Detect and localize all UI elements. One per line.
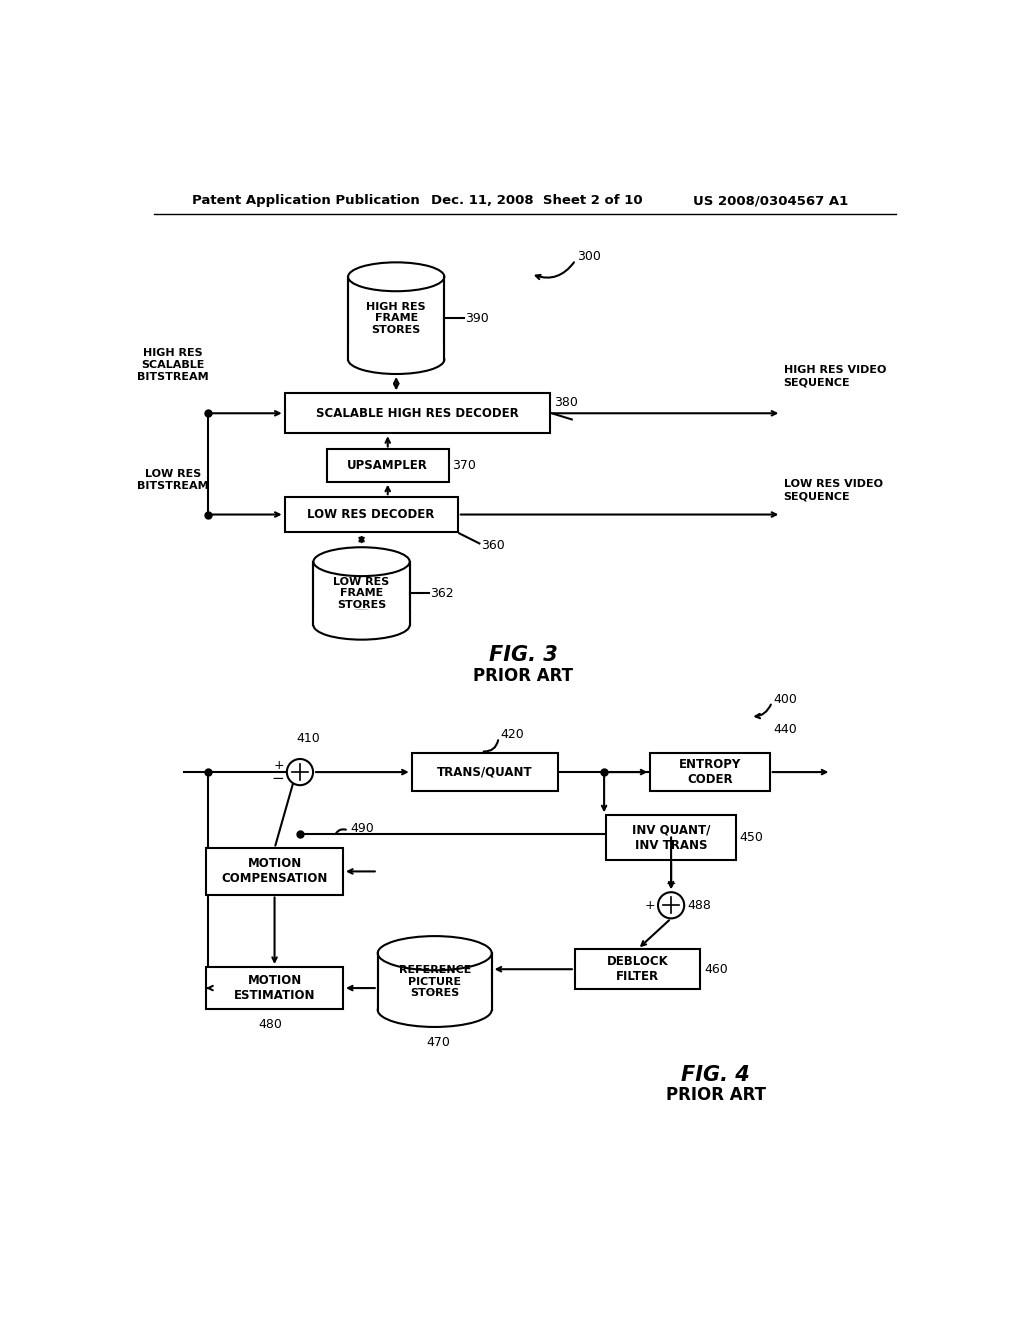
Bar (347, 345, 445, 359)
Text: ENTROPY
CODER: ENTROPY CODER (679, 758, 741, 787)
Ellipse shape (313, 548, 410, 576)
Bar (412, 752, 558, 792)
Circle shape (287, 759, 313, 785)
Text: 410: 410 (296, 733, 319, 746)
Bar (285, 393, 550, 433)
Text: US 2008/0304567 A1: US 2008/0304567 A1 (692, 194, 848, 207)
Text: SCALABLE HIGH RES DECODER: SCALABLE HIGH RES DECODER (316, 407, 519, 420)
Ellipse shape (313, 611, 410, 640)
Text: REFERENCE
PICTURE
STORES: REFERENCE PICTURE STORES (398, 965, 471, 998)
Text: PRIOR ART: PRIOR ART (666, 1086, 766, 1105)
Text: HIGH RES VIDEO
SEQUENCE: HIGH RES VIDEO SEQUENCE (783, 366, 886, 387)
Text: LOW RES
FRAME
STORES: LOW RES FRAME STORES (334, 577, 390, 610)
Text: LOW RES VIDEO
SEQUENCE: LOW RES VIDEO SEQUENCE (783, 479, 883, 502)
Bar (650, 752, 770, 792)
Text: TRANS/QUANT: TRANS/QUANT (437, 766, 532, 779)
Text: UPSAMPLER: UPSAMPLER (347, 459, 428, 473)
Bar (377, 993, 493, 1010)
Text: 362: 362 (430, 587, 454, 601)
Bar (312, 610, 411, 626)
Ellipse shape (378, 993, 492, 1027)
Text: 450: 450 (739, 832, 764, 843)
Text: 420: 420 (500, 727, 524, 741)
Text: LOW RES
BITSTREAM: LOW RES BITSTREAM (137, 470, 209, 491)
Text: 370: 370 (453, 459, 476, 473)
Text: Dec. 11, 2008  Sheet 2 of 10: Dec. 11, 2008 Sheet 2 of 10 (431, 194, 642, 207)
Circle shape (658, 892, 684, 919)
Ellipse shape (378, 936, 492, 970)
Ellipse shape (348, 263, 444, 292)
Text: Patent Application Publication: Patent Application Publication (193, 194, 420, 207)
Bar (606, 816, 736, 859)
Text: +: + (644, 899, 655, 912)
Bar (574, 949, 700, 989)
Text: 390: 390 (465, 312, 488, 325)
Text: −: − (271, 771, 284, 787)
Text: 488: 488 (687, 899, 711, 912)
Bar (206, 966, 343, 1010)
Text: +: + (666, 876, 677, 890)
Text: HIGH RES
SCALABLE
BITSTREAM: HIGH RES SCALABLE BITSTREAM (137, 348, 209, 381)
Text: 440: 440 (773, 723, 798, 737)
Text: LOW RES DECODER: LOW RES DECODER (307, 508, 435, 521)
Ellipse shape (348, 345, 444, 374)
Text: 400: 400 (773, 693, 798, 706)
Text: +: + (273, 759, 284, 772)
Text: 480: 480 (259, 1019, 283, 1031)
Text: HIGH RES
FRAME
STORES: HIGH RES FRAME STORES (367, 301, 426, 335)
Text: 460: 460 (705, 962, 728, 975)
Text: DEBLOCK
FILTER: DEBLOCK FILTER (607, 956, 669, 983)
Bar (206, 849, 343, 895)
Text: MOTION
COMPENSATION: MOTION COMPENSATION (221, 858, 328, 886)
Text: 360: 360 (481, 539, 505, 552)
Bar (327, 450, 449, 482)
Text: INV QUANT/
INV TRANS: INV QUANT/ INV TRANS (632, 824, 711, 851)
Text: FIG. 3: FIG. 3 (488, 645, 558, 665)
Text: MOTION
ESTIMATION: MOTION ESTIMATION (233, 974, 315, 1002)
Text: 300: 300 (578, 251, 601, 264)
Text: FIG. 4: FIG. 4 (681, 1065, 751, 1085)
Text: PRIOR ART: PRIOR ART (473, 667, 573, 685)
Text: 470: 470 (427, 1036, 451, 1049)
Bar (285, 498, 458, 532)
Text: 490: 490 (350, 822, 374, 834)
Text: 380: 380 (554, 396, 578, 409)
